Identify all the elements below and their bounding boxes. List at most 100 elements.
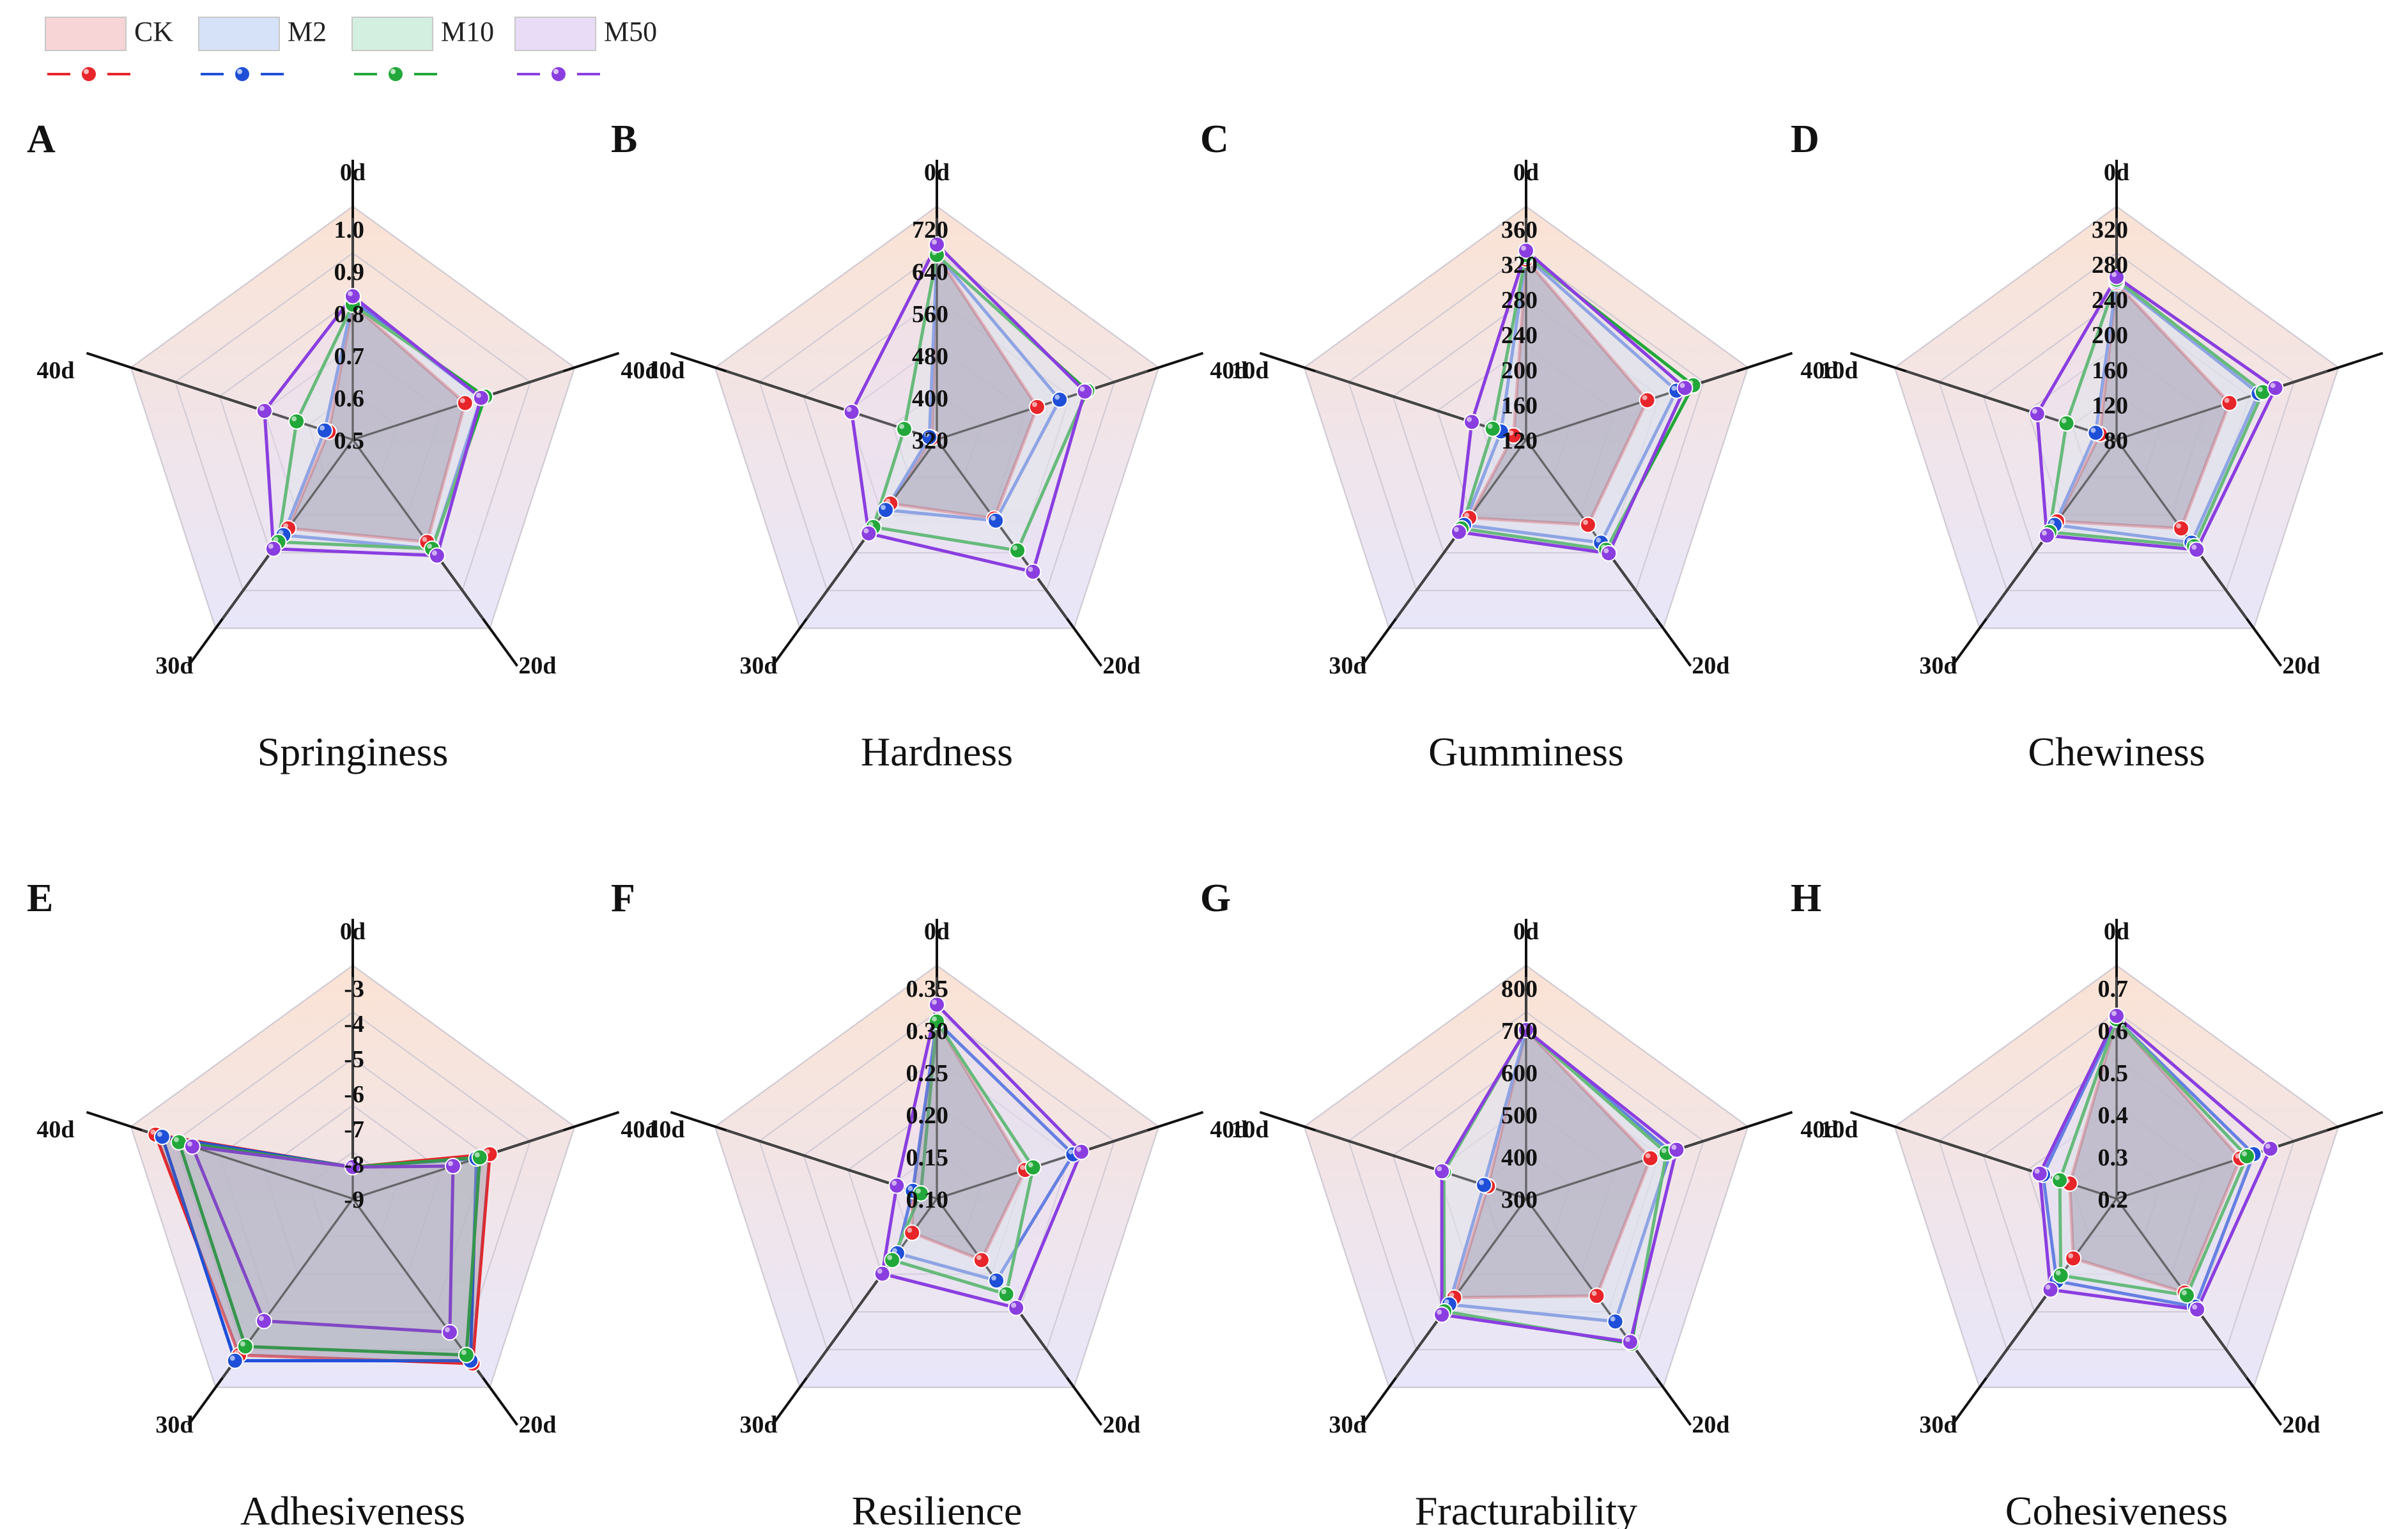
tick-label: 280 bbox=[1501, 287, 1538, 314]
data-point-ck bbox=[1642, 1149, 1659, 1167]
radar-grid-ring bbox=[2026, 1104, 2207, 1275]
series-area-m50 bbox=[1457, 249, 1686, 555]
overlap-shade bbox=[2057, 283, 2230, 529]
series-area-m2 bbox=[2041, 1018, 2255, 1309]
radar-grid-ring bbox=[219, 1057, 487, 1313]
data-point-m10 bbox=[2051, 1172, 2069, 1189]
axis-label-10d: 10d bbox=[1231, 1116, 1269, 1143]
panel-letter: D bbox=[1791, 118, 1819, 161]
axis-label-0d: 0d bbox=[2104, 918, 2129, 945]
radar-chart-f: 0.10 0.15 0.20 0.25 0.30 0.35 0d 10d 20d 30d 40d F R… bbox=[611, 877, 1269, 1529]
data-point-highlight bbox=[2041, 530, 2047, 536]
axis-label-30d: 30d bbox=[739, 652, 777, 679]
data-point-highlight bbox=[1679, 383, 1685, 388]
tick-label: -3 bbox=[344, 976, 364, 1003]
data-point-highlight bbox=[173, 1137, 179, 1142]
data-point-m50 bbox=[874, 1265, 891, 1282]
data-point-m2 bbox=[1476, 1176, 1493, 1194]
axis-label-40d: 40d bbox=[1800, 357, 1838, 384]
tick-label: 500 bbox=[1501, 1102, 1538, 1129]
panel-letter: G bbox=[1200, 877, 1231, 920]
axis-label-20d: 20d bbox=[518, 1411, 556, 1438]
radar-inner-spoke bbox=[1905, 1129, 2117, 1200]
panel-letter: A bbox=[27, 118, 56, 161]
data-point-highlight bbox=[2265, 1143, 2271, 1149]
radar-grid-ring bbox=[714, 964, 1160, 1388]
data-point-highlight bbox=[348, 1162, 353, 1167]
data-point-highlight bbox=[258, 1316, 264, 1321]
axis-label-30d: 30d bbox=[1329, 1411, 1366, 1438]
series-area-m2 bbox=[1462, 255, 1678, 544]
tick-label: 160 bbox=[1501, 392, 1538, 419]
chart-title: Cohesiveness bbox=[2005, 1488, 2228, 1529]
series-area-m50 bbox=[850, 243, 1086, 574]
panel-letter: H bbox=[1791, 877, 1821, 920]
tick-label: 1.0 bbox=[334, 217, 365, 243]
data-point-highlight bbox=[991, 1275, 997, 1281]
data-point-m50 bbox=[472, 389, 490, 406]
data-point-highlight bbox=[1054, 394, 1060, 400]
data-point-m50 bbox=[2031, 1165, 2048, 1182]
data-point-highlight bbox=[924, 432, 930, 438]
axis-label-10d: 10d bbox=[1820, 1116, 1858, 1143]
panel-letter: F bbox=[611, 877, 635, 920]
data-point-highlight bbox=[932, 239, 937, 245]
legend-line-marker bbox=[47, 67, 130, 81]
tick-label: 0.25 bbox=[906, 1060, 949, 1087]
data-point-m50 bbox=[265, 540, 282, 557]
data-point-highlight bbox=[447, 1161, 453, 1167]
data-point-highlight bbox=[259, 406, 265, 411]
axis-label-10d: 10d bbox=[647, 1116, 684, 1143]
data-point-m50 bbox=[2042, 1281, 2059, 1298]
data-point-highlight bbox=[1466, 417, 1472, 422]
data-point-m50 bbox=[1024, 563, 1042, 580]
data-point-ck bbox=[904, 1224, 921, 1241]
tick-label: -9 bbox=[344, 1187, 364, 1213]
radar-grid-ring bbox=[803, 1057, 1071, 1313]
series-area-m10 bbox=[2048, 278, 2265, 548]
legend-swatch bbox=[45, 17, 127, 51]
data-point-highlight bbox=[2055, 1270, 2061, 1276]
data-point-m10 bbox=[471, 1149, 488, 1166]
data-point-m50 bbox=[1072, 1143, 1090, 1160]
axis-label-30d: 30d bbox=[1919, 652, 1957, 679]
tick-label: 200 bbox=[2092, 322, 2128, 349]
axis-label-10d: 10d bbox=[1820, 357, 1858, 384]
data-point-highlight bbox=[2034, 1168, 2040, 1174]
radar-grid-ring bbox=[759, 1011, 1115, 1351]
tick-label: 0.15 bbox=[906, 1144, 949, 1171]
data-point-highlight bbox=[1437, 1309, 1442, 1315]
tick-label: 160 bbox=[2092, 357, 2128, 384]
data-point-highlight bbox=[444, 1327, 450, 1333]
chart-title: Chewiness bbox=[2028, 729, 2205, 774]
tick-label: 0.6 bbox=[334, 385, 365, 412]
data-point-m50 bbox=[2028, 405, 2046, 422]
tick-label: 640 bbox=[912, 259, 948, 286]
data-point-m2 bbox=[226, 1352, 243, 1369]
data-point-highlight bbox=[880, 505, 886, 511]
data-point-highlight bbox=[1079, 386, 1085, 392]
legend-swatch bbox=[351, 17, 433, 51]
chart-title: Resilience bbox=[852, 1488, 1023, 1529]
tick-label: 0.7 bbox=[2098, 976, 2129, 1003]
data-point-m50 bbox=[2188, 541, 2205, 558]
data-point-highlight bbox=[1596, 537, 1601, 543]
data-point-m2 bbox=[987, 512, 1005, 529]
axis-label-0d: 0d bbox=[1513, 159, 1539, 186]
data-point-highlight bbox=[1645, 1153, 1651, 1158]
data-point-highlight bbox=[1011, 1302, 1017, 1308]
data-point-highlight bbox=[1020, 1165, 1026, 1171]
tick-label: 320 bbox=[2092, 217, 2128, 243]
data-point-m50 bbox=[183, 1138, 201, 1155]
data-point-highlight bbox=[1591, 1291, 1597, 1296]
data-point-highlight bbox=[1625, 1337, 1630, 1342]
radar-grid-ring bbox=[2071, 392, 2162, 479]
chart-title: Hardness bbox=[861, 729, 1013, 774]
series-area-m2 bbox=[895, 1020, 1075, 1282]
data-point-highlight bbox=[1076, 1146, 1081, 1152]
tick-label: 360 bbox=[1501, 217, 1538, 243]
tick-label: 600 bbox=[1501, 1060, 1538, 1087]
data-point-m50 bbox=[1433, 1163, 1451, 1180]
data-point-m50 bbox=[888, 1177, 906, 1194]
